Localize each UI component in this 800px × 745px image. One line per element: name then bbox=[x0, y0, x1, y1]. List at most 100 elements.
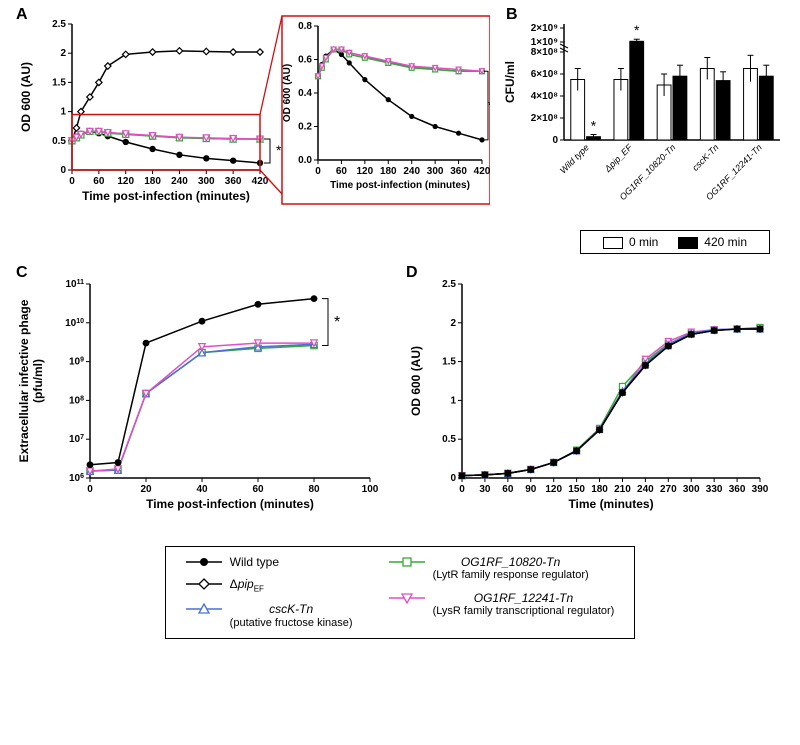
legend-og10820: OG1RF_10820-Tn(LytR family response regu… bbox=[389, 555, 615, 583]
svg-text:180: 180 bbox=[144, 176, 161, 187]
svg-text:Extracellular infective phage: Extracellular infective phage bbox=[17, 299, 31, 462]
svg-text:Time post-infection (minutes): Time post-infection (minutes) bbox=[82, 189, 250, 203]
svg-text:Time post-infection (minutes): Time post-infection (minutes) bbox=[146, 497, 314, 511]
panel-d: D 03060901201501802102402703003303603900… bbox=[400, 268, 780, 528]
row-2: C 02040608010010610710810910101011Time p… bbox=[10, 268, 790, 528]
svg-text:120: 120 bbox=[357, 166, 374, 177]
svg-text:300: 300 bbox=[427, 166, 444, 177]
svg-text:120: 120 bbox=[117, 176, 134, 187]
svg-text:1×10⁹: 1×10⁹ bbox=[531, 37, 559, 48]
svg-text:*: * bbox=[334, 314, 340, 331]
svg-text:90: 90 bbox=[525, 484, 537, 495]
legend-420min: 420 min bbox=[678, 235, 747, 249]
svg-text:330: 330 bbox=[706, 484, 723, 495]
panel-a-label: A bbox=[16, 6, 28, 24]
svg-text:2: 2 bbox=[450, 318, 456, 329]
svg-text:2.5: 2.5 bbox=[442, 279, 456, 290]
legend-col-right: OG1RF_10820-Tn(LytR family response regu… bbox=[389, 555, 615, 630]
svg-text:8×10⁸: 8×10⁸ bbox=[531, 47, 559, 58]
svg-text:240: 240 bbox=[637, 484, 654, 495]
svg-text:120: 120 bbox=[545, 484, 562, 495]
svg-text:60: 60 bbox=[502, 484, 514, 495]
figure: A 06012018024030036042000.511.522.5Time … bbox=[10, 10, 790, 639]
legend-dpip: ΔpipEF bbox=[186, 577, 353, 594]
svg-text:80: 80 bbox=[308, 484, 320, 495]
panel-d-label: D bbox=[406, 264, 418, 282]
main-legend: Wild type ΔpipEF cscK-Tn(putative fructo… bbox=[165, 546, 636, 639]
legend-wildtype: Wild type bbox=[186, 555, 353, 569]
svg-text:0: 0 bbox=[459, 484, 465, 495]
svg-text:150: 150 bbox=[568, 484, 585, 495]
svg-text:Δpip_EF: Δpip_EF bbox=[602, 142, 635, 175]
svg-text:0.4: 0.4 bbox=[298, 88, 312, 99]
swatch-black bbox=[678, 237, 698, 249]
svg-text:420: 420 bbox=[474, 166, 490, 177]
svg-text:0: 0 bbox=[69, 176, 75, 187]
svg-text:2: 2 bbox=[60, 48, 66, 59]
svg-text:OD 600 (AU): OD 600 (AU) bbox=[19, 62, 33, 132]
svg-text:cscK-Tn: cscK-Tn bbox=[690, 142, 720, 172]
svg-text:Time (minutes): Time (minutes) bbox=[568, 497, 653, 511]
svg-text:60: 60 bbox=[93, 176, 105, 187]
svg-text:CFU/ml: CFU/ml bbox=[503, 61, 517, 103]
svg-text:*: * bbox=[634, 22, 640, 38]
svg-text:108: 108 bbox=[69, 395, 84, 407]
panel-c-label: C bbox=[16, 264, 28, 282]
svg-text:360: 360 bbox=[225, 176, 242, 187]
svg-text:0: 0 bbox=[315, 166, 321, 177]
legend-0min: 0 min bbox=[603, 235, 658, 249]
svg-text:1.5: 1.5 bbox=[442, 357, 456, 368]
svg-text:OD 600 (AU): OD 600 (AU) bbox=[282, 64, 293, 122]
svg-text:270: 270 bbox=[660, 484, 677, 495]
swatch-white bbox=[603, 237, 623, 249]
svg-text:1: 1 bbox=[60, 107, 66, 118]
svg-text:180: 180 bbox=[591, 484, 608, 495]
main-legend-wrap: Wild type ΔpipEF cscK-Tn(putative fructo… bbox=[10, 546, 790, 639]
svg-text:1010: 1010 bbox=[65, 317, 84, 329]
svg-text:60: 60 bbox=[336, 166, 348, 177]
legend-og12241: OG1RF_12241-Tn(LysR family transcription… bbox=[389, 591, 615, 619]
svg-text:0.2: 0.2 bbox=[298, 122, 312, 133]
svg-text:6×10⁸: 6×10⁸ bbox=[531, 69, 559, 80]
svg-text:0.0: 0.0 bbox=[298, 155, 312, 166]
svg-text:60: 60 bbox=[252, 484, 264, 495]
svg-text:390: 390 bbox=[752, 484, 769, 495]
svg-text:*: * bbox=[591, 118, 597, 134]
svg-text:0.8: 0.8 bbox=[298, 21, 312, 32]
svg-text:0: 0 bbox=[552, 135, 558, 146]
svg-text:40: 40 bbox=[196, 484, 208, 495]
svg-text:1.5: 1.5 bbox=[52, 77, 66, 88]
svg-text:4×10⁸: 4×10⁸ bbox=[531, 91, 559, 102]
svg-text:Time post-infection (minutes): Time post-infection (minutes) bbox=[330, 180, 470, 191]
svg-text:OD 600 (AU): OD 600 (AU) bbox=[409, 346, 423, 416]
panel-b-legend: 0 min 420 min bbox=[580, 230, 770, 254]
svg-text:210: 210 bbox=[614, 484, 631, 495]
svg-text:2×10⁹: 2×10⁹ bbox=[531, 23, 559, 34]
svg-text:30: 30 bbox=[479, 484, 491, 495]
svg-text:1011: 1011 bbox=[65, 279, 84, 291]
svg-text:0.5: 0.5 bbox=[442, 434, 456, 445]
svg-text:300: 300 bbox=[683, 484, 700, 495]
svg-text:109: 109 bbox=[69, 356, 84, 368]
svg-text:(pfu/ml): (pfu/ml) bbox=[31, 359, 45, 403]
panel-b-label: B bbox=[506, 6, 518, 24]
svg-text:106: 106 bbox=[69, 473, 84, 485]
row-1: A 06012018024030036042000.511.522.5Time … bbox=[10, 10, 790, 220]
svg-text:240: 240 bbox=[171, 176, 188, 187]
svg-text:1: 1 bbox=[450, 395, 456, 406]
svg-text:20: 20 bbox=[140, 484, 152, 495]
svg-text:0.6: 0.6 bbox=[298, 55, 312, 66]
svg-text:Wild type: Wild type bbox=[558, 142, 591, 175]
panel-b-legend-wrap: 0 min 420 min bbox=[10, 230, 770, 254]
svg-text:360: 360 bbox=[450, 166, 467, 177]
svg-text:360: 360 bbox=[729, 484, 746, 495]
legend-col-left: Wild type ΔpipEF cscK-Tn(putative fructo… bbox=[186, 555, 353, 630]
panel-c: C 02040608010010610710810910101011Time p… bbox=[10, 268, 390, 528]
panel-b: B 02×10⁸4×10⁸6×10⁸8×10⁸1×10⁹2×10⁹CFU/ml*… bbox=[500, 10, 790, 220]
svg-text:*: * bbox=[488, 99, 490, 113]
svg-text:0: 0 bbox=[450, 473, 456, 484]
svg-text:*: * bbox=[276, 142, 282, 158]
svg-text:2.5: 2.5 bbox=[52, 19, 66, 30]
svg-text:0: 0 bbox=[87, 484, 93, 495]
panel-a: A 06012018024030036042000.511.522.5Time … bbox=[10, 10, 490, 220]
